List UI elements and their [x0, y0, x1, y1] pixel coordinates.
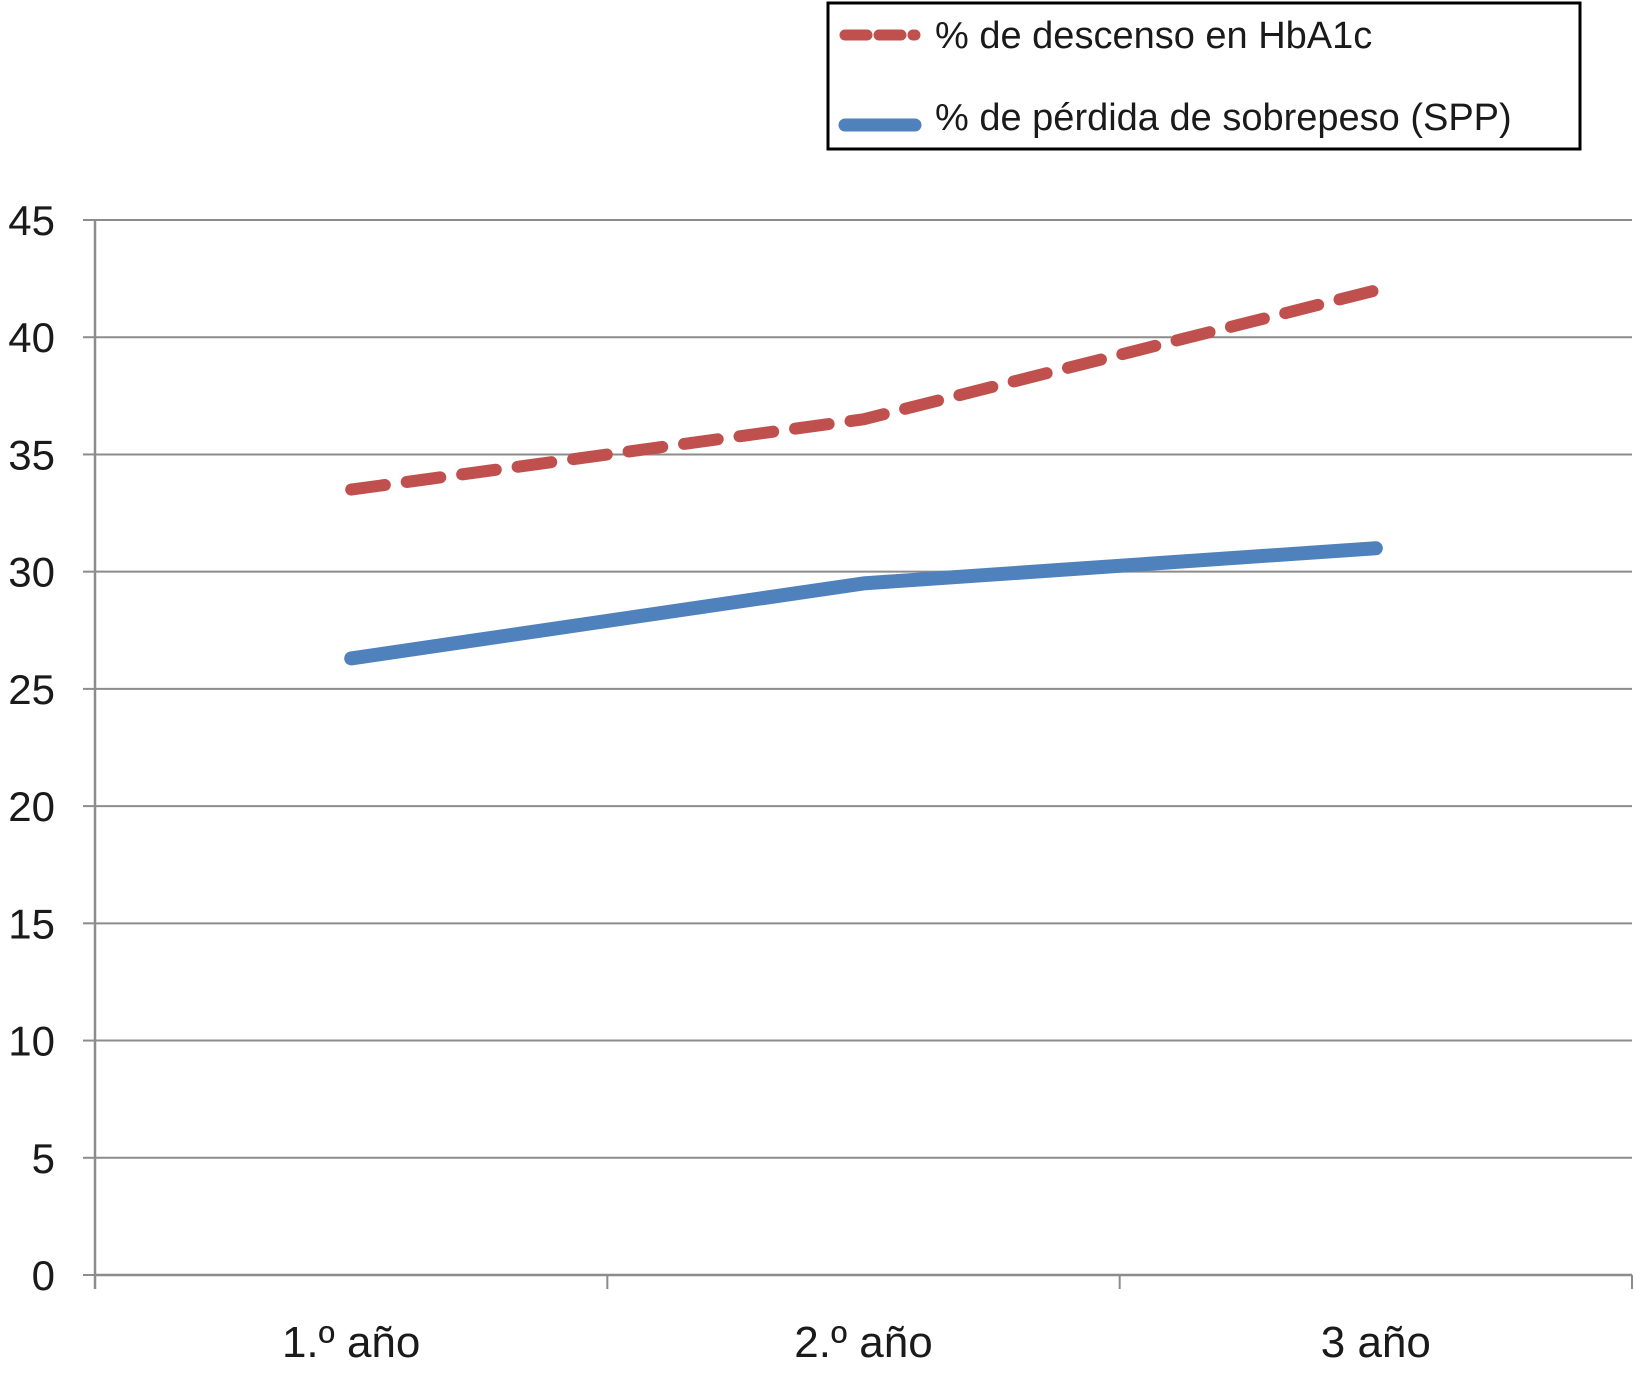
series-lines [344, 284, 1383, 666]
x-category-label: 3 año [1321, 1318, 1431, 1367]
x-axis-ticks: 1.º año 2.º año 3 año [94, 1275, 1633, 1367]
y-tick-label: 5 [32, 1135, 55, 1182]
y-tick-label: 0 [32, 1252, 55, 1299]
y-tick-label: 45 [8, 197, 55, 244]
x-category-label: 1.º año [282, 1318, 420, 1367]
y-tick-label: 20 [8, 783, 55, 830]
y-tick-label: 35 [8, 431, 55, 478]
y-tick-label: 15 [8, 900, 55, 947]
x-category-label: 2.º año [794, 1318, 932, 1367]
y-tick-label: 10 [8, 1018, 55, 1065]
axes [93, 220, 1632, 1289]
legend-box [826, 1, 1582, 151]
y-tick-label: 30 [8, 549, 55, 596]
y-tick-label: 40 [8, 314, 55, 361]
legend-label-hba1c: % de descenso en HbA1c [935, 15, 1372, 57]
grid-lines [95, 219, 1632, 1159]
series-line-spp [344, 541, 1383, 666]
legend-label-spp: % de pérdida de sobrepeso (SPP) [935, 97, 1512, 139]
legend: % de descenso en HbA1c % de pérdida de s… [826, 1, 1582, 151]
y-tick-label: 25 [8, 666, 55, 713]
y-axis-ticks: 0 5 10 15 20 25 30 35 40 45 [8, 197, 95, 1299]
series-line-hba1c [345, 284, 1382, 496]
